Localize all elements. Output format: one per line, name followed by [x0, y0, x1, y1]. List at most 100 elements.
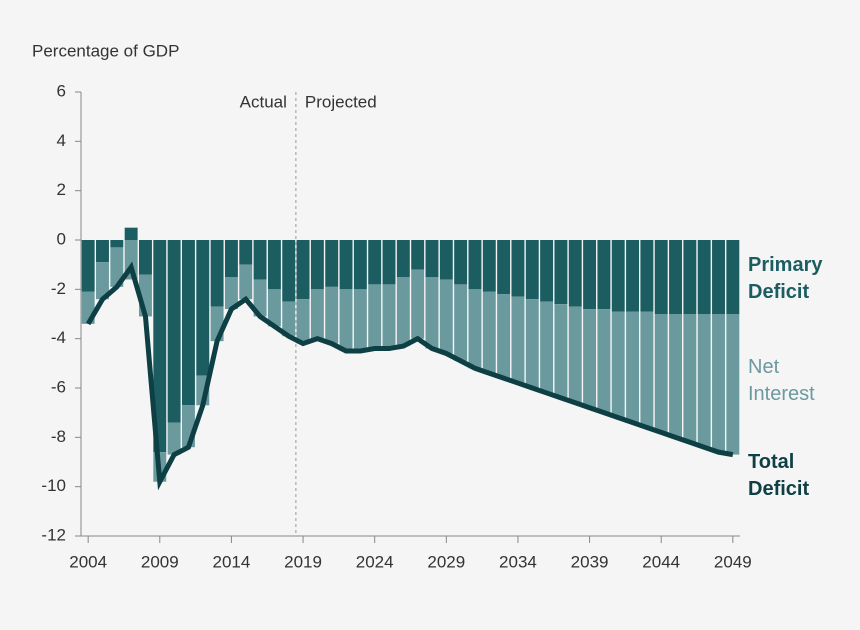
bar-segment — [482, 291, 496, 374]
bar-segment — [654, 314, 668, 433]
bar-segment — [669, 240, 682, 314]
bar-segment — [697, 314, 711, 448]
x-tick-label: 2044 — [642, 552, 680, 571]
bar-segment — [626, 311, 640, 423]
bar-segment — [239, 264, 253, 300]
bar-segment — [583, 240, 597, 310]
bar-segment — [353, 240, 367, 290]
bar-segment — [540, 301, 554, 393]
y-tick-label: 6 — [57, 81, 66, 100]
x-tick-label: 2029 — [427, 552, 465, 571]
annotation: Actual — [240, 92, 287, 111]
bar-segment — [525, 299, 539, 388]
bar-segment — [282, 240, 296, 302]
bar-segment — [239, 240, 253, 265]
bar-segment — [540, 240, 554, 302]
bar-segment — [497, 240, 511, 295]
y-tick-label: -8 — [51, 427, 66, 446]
y-tick-label: 2 — [57, 180, 66, 199]
bar-segment — [310, 289, 324, 339]
bar-segment — [425, 277, 439, 349]
bar-segment — [726, 314, 740, 455]
bar-segment — [554, 240, 568, 305]
bar-segment — [396, 240, 410, 277]
legend-label: Primary Deficit — [748, 254, 823, 303]
bar-segment — [611, 240, 625, 312]
y-tick-label: 4 — [57, 131, 66, 150]
bar-segment — [454, 240, 468, 285]
bar-segment — [411, 269, 425, 339]
bar-segment — [654, 240, 668, 314]
bar-segment — [368, 240, 382, 285]
x-tick-label: 2049 — [714, 552, 752, 571]
legend-label: Net Interest — [748, 356, 815, 405]
bar-segment — [110, 247, 124, 287]
bar-segment — [124, 227, 138, 240]
bar-segment — [712, 240, 725, 314]
y-axis-label: Percentage of GDP — [32, 41, 179, 60]
y-tick-label: 0 — [57, 229, 66, 248]
bar-segment — [683, 314, 697, 443]
bar-segment — [511, 240, 525, 297]
bar-segment — [368, 284, 382, 349]
bar-segment — [167, 422, 181, 455]
bar-segment — [425, 240, 439, 277]
bar-segment — [296, 240, 310, 300]
y-tick-label: -12 — [41, 525, 66, 544]
bar-segment — [439, 279, 453, 354]
bar-segment — [296, 299, 310, 344]
x-tick-label: 2009 — [141, 552, 179, 571]
bar-segment — [325, 240, 339, 287]
bar-segment — [468, 289, 482, 369]
bar-segment — [253, 240, 267, 280]
bar-segment — [411, 240, 425, 270]
y-tick-label: -10 — [41, 476, 66, 495]
x-tick-label: 2004 — [69, 552, 107, 571]
bar-segment — [454, 284, 468, 361]
bar-segment — [597, 240, 611, 310]
bar-segment — [439, 240, 453, 280]
bar-segment — [511, 296, 525, 384]
bar-segment — [267, 240, 281, 290]
bar-segment — [726, 240, 740, 314]
y-tick-label: -2 — [51, 279, 66, 298]
bar-segment — [382, 240, 396, 285]
bar-segment — [626, 240, 640, 312]
bar-segment — [153, 240, 167, 453]
x-tick-label: 2024 — [356, 552, 394, 571]
bar-segment — [396, 277, 410, 347]
bar-segment — [669, 314, 682, 438]
x-tick-label: 2019 — [284, 552, 322, 571]
bar-segment — [583, 309, 597, 408]
bar-segment — [139, 240, 152, 275]
bar-segment — [253, 279, 267, 317]
bar-segment — [310, 240, 324, 290]
bar-segment — [568, 240, 582, 307]
bar-segment — [525, 240, 539, 300]
bar-segment — [697, 240, 711, 314]
bar-segment — [640, 311, 654, 428]
bar-segment — [81, 240, 95, 292]
bar-segment — [325, 286, 339, 344]
y-tick-label: -4 — [51, 328, 66, 347]
bar-segment — [640, 240, 654, 312]
bar-segment — [683, 240, 697, 314]
bar-segment — [210, 240, 224, 307]
bar-segment — [611, 311, 625, 418]
bar-segment — [267, 289, 281, 327]
bar-segment — [110, 240, 124, 248]
bar-segment — [282, 301, 296, 337]
bar-segment — [167, 240, 181, 423]
bar-segment — [554, 304, 568, 398]
x-tick-label: 2014 — [213, 552, 251, 571]
y-tick-label: -6 — [51, 377, 66, 396]
bar-segment — [196, 240, 210, 376]
total-line — [86, 261, 734, 491]
bar-segment — [568, 306, 582, 403]
bar-segment — [181, 240, 195, 406]
bar-segment — [712, 314, 725, 453]
bar-segment — [96, 262, 109, 300]
bar-segment — [353, 289, 367, 351]
bar-segment — [224, 277, 238, 310]
